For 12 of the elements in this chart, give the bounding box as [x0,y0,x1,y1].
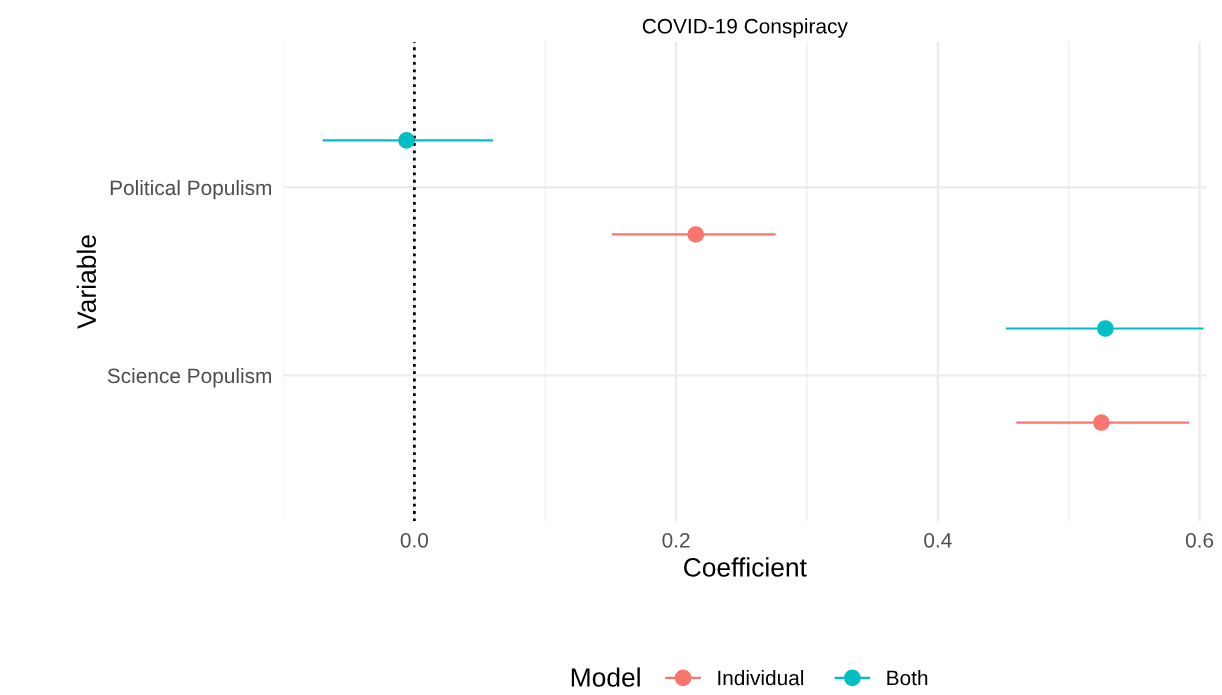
legend-label: Both [887,670,928,686]
y-tick-label: Political Populism [110,179,272,200]
legend-label: Individual [718,670,804,686]
y-tick-label: Science Populism [107,367,272,388]
x-axis-title: Coefficient [684,557,807,577]
chart-title: COVID-19 Conspiracy [642,18,848,38]
x-tick-label: 0.0 [400,532,429,548]
x-tick-label: 0.4 [924,532,952,548]
legend-title: Model [571,667,640,687]
y-axis-title: Variable [76,235,97,329]
x-tick-label: 0.6 [1185,532,1214,548]
x-tick-label: 0.2 [662,532,690,548]
